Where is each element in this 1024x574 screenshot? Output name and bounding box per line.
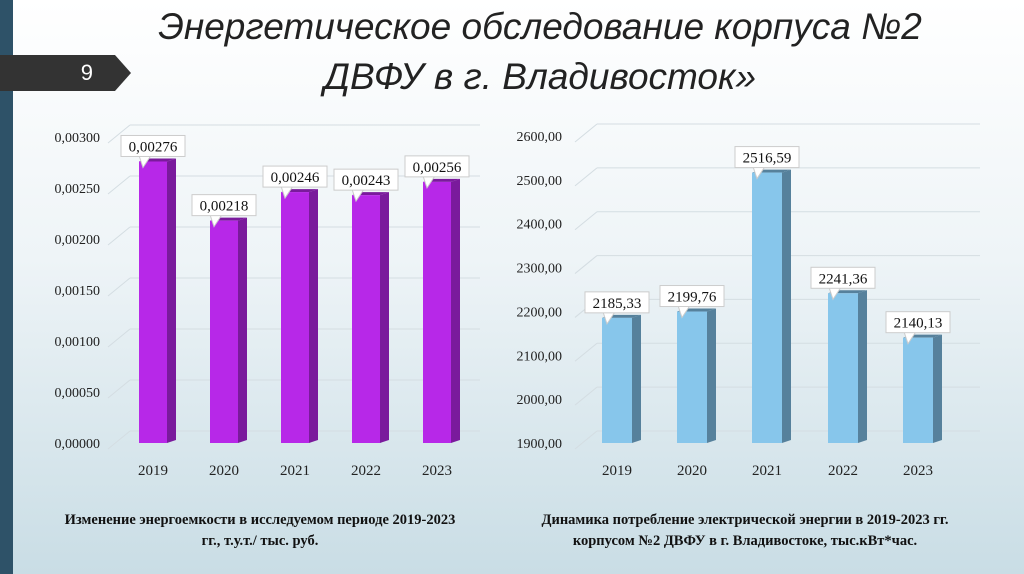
left-x-tick-label: 2023 <box>422 463 452 479</box>
left-y-tick-label: 0,00100 <box>55 335 101 350</box>
right-data-label: 2241,36 <box>819 271 868 287</box>
right-grid-diag <box>574 342 598 362</box>
right-caption-line-1: Динамика потребление электрической энерг… <box>541 512 949 528</box>
right-bar <box>677 311 707 443</box>
left-grid-diag <box>107 124 131 144</box>
left-data-label: 0,00276 <box>129 139 178 155</box>
right-bar <box>752 172 782 443</box>
left-bar <box>352 195 380 443</box>
left-bar-side <box>451 178 460 443</box>
right-caption-line-2: корпусом №2 ДВФУ в г. Владивостоке, тыс.… <box>572 533 918 549</box>
left-grid-diag <box>107 430 131 450</box>
right-label-callout <box>659 285 725 308</box>
right-label-callout <box>734 146 800 169</box>
left-data-label: 0,00243 <box>342 173 391 189</box>
right-x-tick-label: 2020 <box>677 463 707 479</box>
right-data-label: 2140,13 <box>894 316 943 332</box>
right-y-tick-label: 2000,00 <box>517 393 563 408</box>
left-y-tick-label: 0,00000 <box>55 437 101 452</box>
left-bar-side <box>167 158 176 444</box>
left-y-tick-label: 0,00250 <box>55 182 101 197</box>
right-data-label: 2199,76 <box>668 290 717 306</box>
right-grid-diag <box>574 167 598 187</box>
left-caption-line-1: Изменение энергоемкости в исследуемом пе… <box>64 512 456 528</box>
right-label-callout <box>810 266 876 289</box>
title-line-2: ДВФУ в г. Владивосток» <box>323 56 757 97</box>
right-y-tick-label: 2500,00 <box>517 174 563 189</box>
right-y-tick-label: 2200,00 <box>517 305 563 320</box>
right-bar-side <box>782 169 791 443</box>
title-line-1: Энергетическое обследование корпуса №2 <box>158 6 922 47</box>
right-grid-diag <box>574 123 598 143</box>
left-accent-bar <box>0 0 13 574</box>
right-bar-side <box>707 308 716 443</box>
left-grid-diag <box>107 226 131 246</box>
right-x-tick-label: 2019 <box>602 463 632 479</box>
right-y-tick-label: 2300,00 <box>517 262 563 277</box>
left-label-callout <box>191 194 257 217</box>
left-bar-side <box>238 217 247 443</box>
left-x-tick-label: 2021 <box>280 463 310 479</box>
right-x-tick-label: 2023 <box>903 463 933 479</box>
left-grid-diag <box>107 175 131 195</box>
left-bar <box>210 220 238 443</box>
right-label-callout <box>584 291 650 314</box>
left-label-callout <box>262 165 328 188</box>
right-bar <box>602 317 632 443</box>
left-data-label: 0,00218 <box>200 199 249 215</box>
right-grid-diag <box>574 255 598 274</box>
left-bar <box>281 192 309 443</box>
left-grid-diag <box>107 379 131 399</box>
right-label-callout <box>885 311 951 334</box>
left-y-tick-label: 0,00200 <box>55 233 101 248</box>
right-bar-side <box>858 290 867 443</box>
left-label-callout <box>333 168 399 191</box>
right-x-tick-label: 2022 <box>828 463 858 479</box>
left-y-tick-label: 0,00150 <box>55 284 101 299</box>
right-bar <box>828 293 858 443</box>
right-chart-caption: Динамика потребление электрической энерг… <box>495 510 995 552</box>
left-grid-diag <box>107 328 131 348</box>
right-y-tick-label: 1900,00 <box>517 437 563 452</box>
right-bar-side <box>632 314 641 443</box>
right-grid-diag <box>574 430 598 450</box>
right-bar <box>903 337 933 443</box>
left-data-label: 0,00246 <box>271 170 320 186</box>
right-bar-side <box>933 334 942 443</box>
right-y-tick-label: 2600,00 <box>517 130 563 145</box>
left-x-tick-label: 2022 <box>351 463 381 479</box>
right-data-label: 2185,33 <box>593 296 642 312</box>
right-grid-diag <box>574 386 598 406</box>
left-y-tick-label: 0,00300 <box>55 131 101 146</box>
right-grid-diag <box>574 211 598 231</box>
left-data-label: 0,00256 <box>413 160 462 176</box>
left-bar-side <box>309 189 318 443</box>
left-label-callout <box>120 134 186 157</box>
page-number: 9 <box>0 55 131 91</box>
left-x-tick-label: 2019 <box>138 463 168 479</box>
left-label-callout <box>404 155 470 178</box>
left-bar <box>423 181 451 443</box>
left-caption-line-2: гг., т.у.т./ тыс. руб. <box>201 533 319 549</box>
right-x-tick-label: 2021 <box>752 463 782 479</box>
left-y-tick-label: 0,00050 <box>55 386 101 401</box>
right-y-tick-label: 2400,00 <box>517 218 563 233</box>
left-grid-diag <box>107 277 131 297</box>
left-x-tick-label: 2020 <box>209 463 239 479</box>
right-data-label: 2516,59 <box>743 151 792 167</box>
slide-title: Энергетическое обследование корпуса №2 Д… <box>100 2 980 102</box>
left-bar <box>139 161 167 444</box>
right-y-tick-label: 2100,00 <box>517 349 563 364</box>
left-chart-caption: Изменение энергоемкости в исследуемом пе… <box>20 510 500 552</box>
left-bar-side <box>380 192 389 443</box>
